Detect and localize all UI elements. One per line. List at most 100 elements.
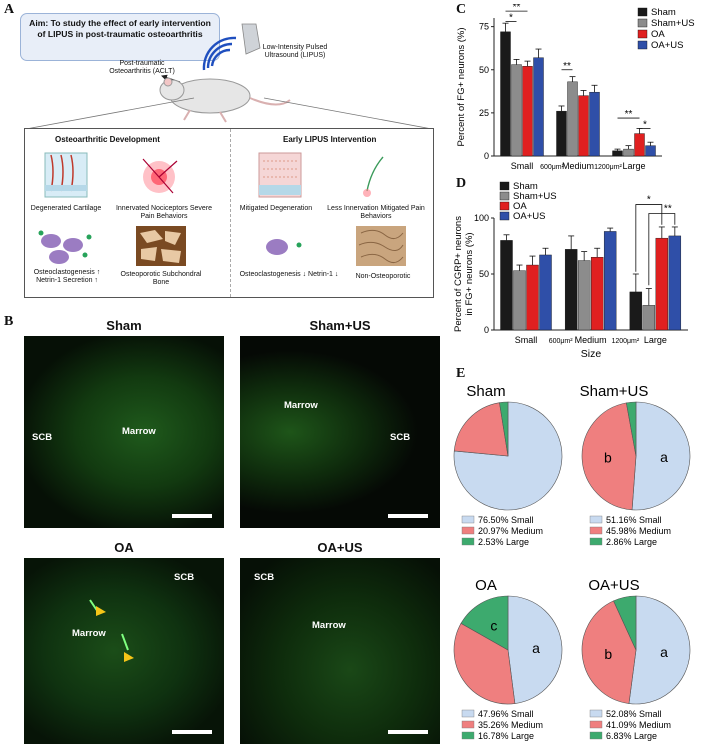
pie-slice-small (628, 595, 691, 705)
pie-legend-swatch (461, 537, 475, 546)
significance-bracket (648, 213, 676, 286)
legend-swatch (499, 191, 510, 201)
fiber-arrows (89, 599, 134, 662)
osteoporotic-bone-icon (136, 226, 186, 266)
panel-label-d: D (456, 176, 467, 191)
pie-slice-large (460, 595, 509, 651)
pie-legend-label: 35.26% Medium (478, 720, 543, 730)
aim-box: Aim: To study the effect of early interv… (20, 13, 220, 61)
pie-legend-label: 52.08% Small (606, 709, 662, 719)
size-separator: 600μm² (540, 164, 565, 171)
mitigated-cartilage-icon (258, 152, 302, 198)
micrograph-sham: SCB Marrow (24, 336, 224, 528)
pie-slice-medium (453, 622, 516, 705)
significance-label: * (647, 195, 651, 206)
micrograph-oaus: SCB Marrow (240, 558, 440, 744)
int-item-3: Osteoclastogenesis ↓ Netrin-1 ↓ (239, 271, 339, 278)
y-axis-label: Percent of FG+ neurons (%) (456, 27, 467, 146)
bar-oa-large (655, 237, 669, 331)
bar-sham-small (500, 240, 513, 331)
y-axis-label: Percent of CGRP+ neuronsin FG+ neurons (… (453, 216, 475, 332)
marrow-label: Marrow (312, 620, 346, 631)
pie-legend-swatch (589, 731, 603, 740)
lipus-label: Low-Intensity Pulsed Ultrasound (LIPUS) (262, 44, 328, 60)
panel-label-c: C (456, 2, 467, 17)
y-tick-label: 100 (474, 213, 489, 223)
pie-legend-label: 51.16% Small (606, 515, 662, 525)
y-tick-label: 75 (479, 22, 489, 32)
pie-letter: a (660, 644, 668, 660)
pie-legend-label: 16.78% Large (478, 731, 534, 741)
pie-legend-label: 76.50% Small (478, 515, 534, 525)
pie-legend-swatch (589, 515, 603, 524)
significance-label: * (643, 119, 647, 130)
legend-swatch (637, 29, 648, 39)
scb-label: SCB (390, 432, 411, 443)
marrow-label: Marrow (284, 400, 318, 411)
significance-label: ** (513, 4, 521, 13)
pie-legend-swatch (589, 720, 603, 729)
pie-legend-label: 41.09% Medium (606, 720, 671, 730)
nociceptor-icon (142, 158, 178, 194)
micro-title-shamus: Sham+US (309, 318, 371, 333)
micro-title-sham: Sham (106, 318, 142, 333)
legend-label: OA (651, 29, 665, 40)
ptoa-label: Post-traumatic Osteoarthritis (ACLT) (109, 60, 175, 76)
pie-letter: a (660, 449, 668, 465)
scale-bar (172, 514, 212, 518)
scb-label: SCB (174, 572, 195, 583)
legend-swatch (637, 40, 648, 50)
bar-sham-us-large (623, 148, 634, 157)
pie-slice-medium (453, 402, 509, 457)
y-tick-label: 50 (479, 65, 489, 75)
int-item-2: Less Innervation Mitigated Pain Behavior… (327, 205, 425, 221)
pie-slice-small (631, 401, 691, 511)
marrow-label: Marrow (72, 628, 106, 639)
x-tick-label: Medium (562, 161, 594, 171)
legend-swatch (637, 18, 648, 28)
scale-bar (388, 514, 428, 518)
pie-title: Sham+US (580, 383, 649, 400)
significance-label: ** (563, 61, 571, 72)
bar-sham-us-small (511, 64, 522, 157)
y-label-line: in FG+ neurons (%) (464, 232, 475, 315)
x-tick-label: Small (511, 161, 534, 171)
pie-legend-swatch (461, 720, 475, 729)
significance-label: ** (664, 204, 672, 215)
pie-legend-swatch (589, 709, 603, 718)
pie-title: OA (475, 577, 497, 594)
pie-slice-medium (581, 402, 637, 511)
legend-swatch (499, 211, 510, 221)
cartilage-icon (44, 152, 88, 198)
int-title: Early LIPUS Intervention (283, 135, 377, 144)
dev-item-3: Osteoclastogenesis ↑ Netrin-1 Secretion … (33, 269, 101, 285)
significance-label: ** (625, 109, 633, 120)
y-tick-label: 0 (484, 325, 489, 335)
legend-swatch (499, 181, 510, 191)
pie-legend-label: 20.97% Medium (478, 526, 543, 536)
pie-letter: c (490, 618, 497, 634)
size-separator: 1200μm² (611, 338, 639, 345)
scale-bar (388, 730, 428, 734)
pie-slice-large (613, 595, 637, 651)
size-separator: 600μm² (549, 338, 574, 345)
bar-oa-us-small (539, 254, 552, 331)
pie-letter: a (532, 640, 540, 656)
int-item-1: Mitigated Degeneration (239, 205, 313, 212)
legend-label: Sham+US (651, 18, 695, 29)
legend-label: Sham (651, 7, 676, 18)
size-separator: 1200μm² (594, 164, 622, 171)
bar-sham-medium (556, 110, 567, 157)
pie-legend-label: 2.86% Large (606, 537, 657, 547)
dev-title: Osteoarthritic Development (55, 135, 160, 144)
pie-slice-small (507, 595, 563, 704)
significance-label: * (509, 12, 513, 23)
dev-item-4: Osteoporotic Subchondral Bone (120, 271, 202, 287)
bar-oa-medium (578, 95, 589, 157)
pie-legend-swatch (461, 526, 475, 535)
legend-label: OA+US (513, 211, 545, 222)
x-tick-label: Small (515, 335, 538, 345)
pie-legend-label: 6.83% Large (606, 731, 657, 741)
marrow-label: Marrow (122, 426, 156, 437)
